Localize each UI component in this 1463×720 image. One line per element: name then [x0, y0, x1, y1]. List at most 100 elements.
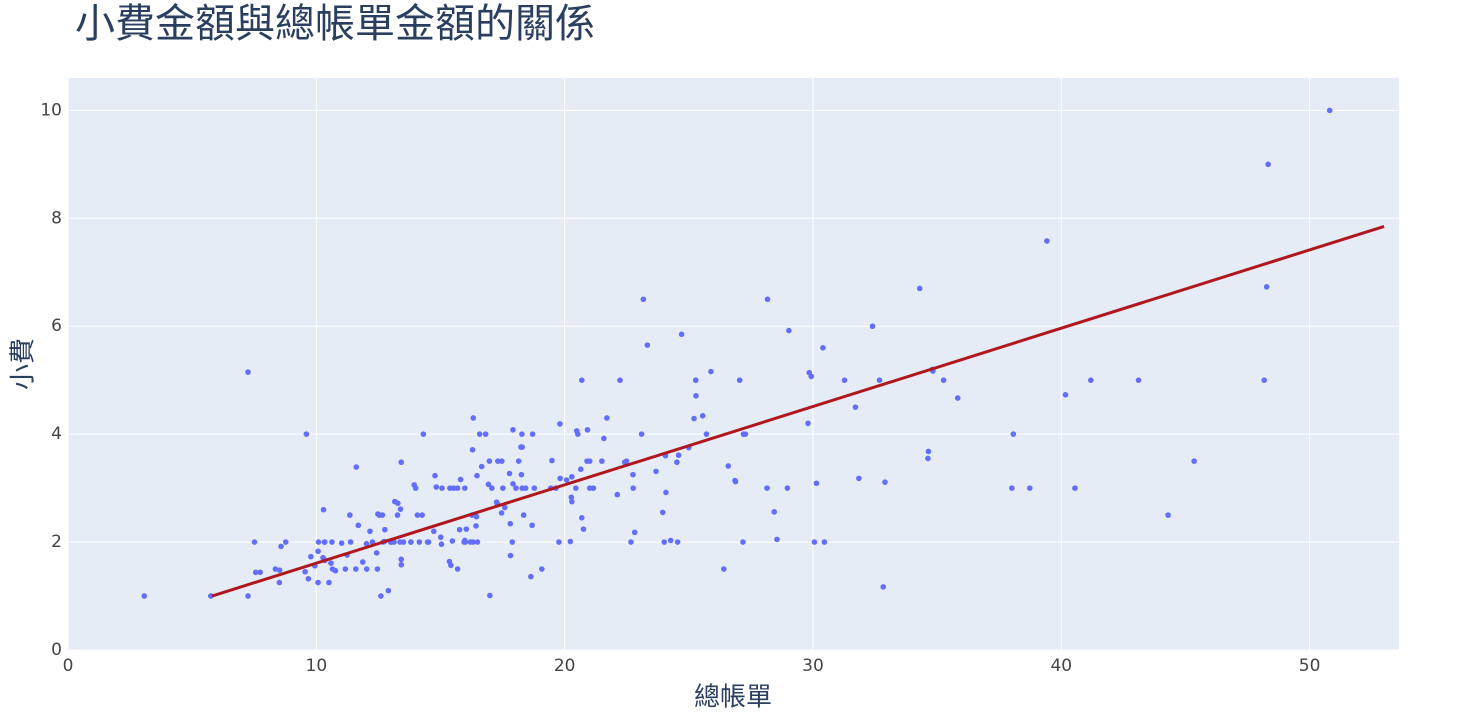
scatter-point [563, 477, 570, 483]
scatter-point [500, 485, 506, 491]
scatter-point [811, 539, 818, 545]
scatter-point [578, 377, 585, 383]
scatter-point [699, 413, 706, 419]
scatter-point [614, 491, 621, 498]
scatter-point [347, 512, 353, 518]
scatter-point [628, 539, 634, 545]
scatter-point [245, 593, 251, 599]
scatter-point [1009, 485, 1015, 491]
scatter-point [732, 477, 738, 484]
scatter-point [303, 431, 310, 437]
scatter-point [519, 485, 525, 491]
scatter-point [1261, 377, 1267, 383]
scatter-point [282, 539, 289, 545]
scatter-point [568, 494, 575, 501]
scatter-point [467, 539, 474, 545]
scatter-point [367, 528, 373, 535]
scatter-point [469, 447, 476, 453]
scatter-point [394, 512, 401, 518]
scatter-point [693, 393, 699, 399]
scatter-point [774, 536, 780, 543]
scatter-point [446, 558, 453, 565]
scatter-point [332, 567, 339, 574]
scatter-point [432, 472, 438, 479]
scatter-point [308, 553, 314, 560]
scatter-point [373, 550, 380, 556]
scatter-point [398, 556, 405, 563]
scatter-point [852, 404, 859, 410]
scatter-point [495, 458, 501, 464]
scatter-point [457, 476, 464, 483]
scatter-point [353, 464, 360, 470]
scatter-point [347, 539, 354, 545]
scatter-point [315, 539, 322, 545]
scatter-point [420, 431, 427, 437]
scatter-point [764, 296, 771, 303]
scatter-point [925, 455, 931, 462]
scatter-point [786, 327, 792, 334]
scatter-point [485, 481, 492, 488]
scatter-point [355, 522, 362, 529]
scatter-point [416, 539, 423, 545]
scatter-point [486, 458, 493, 464]
scatter-point [916, 285, 923, 292]
scatter-point [725, 463, 732, 469]
y-tick-label: 2 [51, 532, 62, 552]
scatter-point [529, 431, 536, 437]
x-tick-label: 20 [554, 656, 576, 676]
scatter-point [520, 512, 527, 518]
scatter-point [601, 435, 607, 442]
scatter-point [450, 485, 457, 491]
scatter-point [320, 506, 327, 513]
scatter-point [880, 584, 887, 590]
scatter-point [663, 489, 669, 496]
y-tick-label: 4 [51, 424, 62, 444]
scatter-point [692, 377, 699, 383]
scatter-point [604, 415, 610, 421]
scatter-point [433, 484, 440, 490]
scatter-point [721, 566, 727, 572]
scatter-point [482, 431, 489, 437]
scatter-point [470, 415, 477, 421]
scatter-point [805, 420, 811, 427]
scatter-point [578, 514, 585, 521]
scatter-point [385, 587, 392, 594]
scatter-point [575, 431, 581, 437]
scatter-point [374, 566, 381, 572]
scatter-point [556, 539, 562, 545]
scatter-point [278, 543, 284, 550]
scatter-point [703, 431, 710, 437]
scatter-point [617, 377, 623, 383]
scatter-point [507, 520, 514, 527]
scatter-point [518, 471, 525, 478]
scatter-point [940, 377, 947, 383]
scatter-point [478, 463, 485, 470]
scatter-point [954, 395, 961, 401]
scatter-point [257, 569, 264, 576]
scatter-point [764, 485, 770, 491]
scatter-point [529, 522, 535, 529]
scatter-point [397, 506, 404, 512]
scatter-point [342, 566, 349, 572]
scatter-point [302, 568, 308, 575]
scatter-point [806, 369, 813, 376]
scatter-point [509, 539, 516, 545]
scatter-point [882, 479, 888, 485]
scatter-point [1135, 377, 1142, 383]
scatter-point [630, 471, 636, 478]
scatter-point [456, 526, 463, 533]
grid [67, 78, 1399, 651]
scatter-point [1326, 107, 1333, 114]
scatter-point [438, 541, 445, 548]
scatter-point [674, 459, 680, 466]
scatter-point [631, 529, 638, 536]
scatter-point [419, 512, 425, 518]
x-tick-label: 30 [802, 656, 824, 676]
scatter-point [476, 431, 483, 437]
scatter-point [577, 466, 584, 473]
scatter-point [398, 459, 405, 466]
scatter-point [414, 512, 421, 518]
scatter-point [412, 485, 419, 491]
scatter-point [584, 427, 591, 433]
